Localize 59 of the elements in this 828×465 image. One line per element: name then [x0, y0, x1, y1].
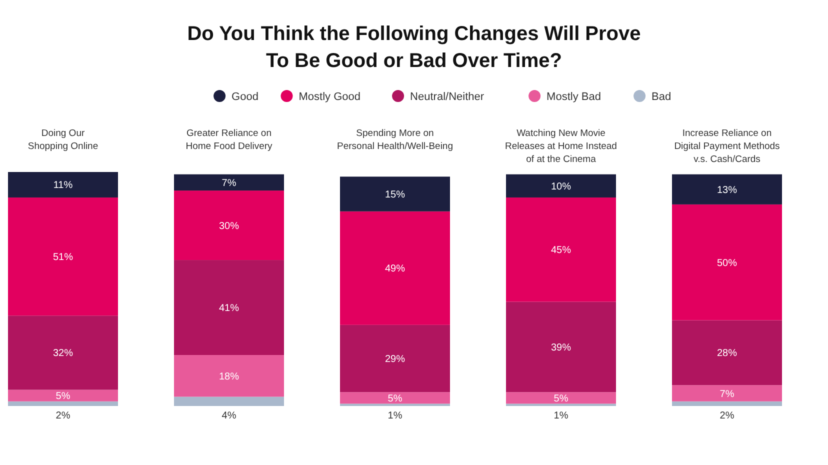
x-tick-label: Watching New Movie Releases at Home Instead of at the Cinema	[505, 128, 617, 165]
legend-label: Mostly Bad	[546, 91, 601, 103]
bar	[174, 396, 284, 406]
x-tick-label: Increase Reliance on Digital Payment Methods v.s. Cash/Cards	[674, 128, 780, 165]
bar	[340, 176, 450, 212]
bar	[8, 390, 118, 402]
bar	[672, 401, 782, 406]
data-label: 39%	[550, 342, 572, 354]
data-label: 18%	[218, 371, 240, 382]
data-label: 13%	[716, 184, 738, 196]
data-label: 41%	[218, 303, 240, 314]
bar	[672, 204, 782, 320]
legend-label: Neutral/Neither	[410, 91, 484, 103]
x-tick-label: Doing Our Shopping Online	[28, 128, 98, 152]
legend-label: Bad	[652, 91, 672, 103]
data-label: 51%	[52, 252, 74, 264]
bar	[174, 174, 284, 191]
data-label: 29%	[384, 354, 406, 366]
bar	[672, 320, 782, 386]
bar	[8, 316, 118, 390]
data-label: 28%	[716, 348, 738, 360]
data-label: 32%	[52, 348, 74, 360]
data-label: 50%	[716, 258, 738, 269]
bar	[340, 324, 450, 392]
bar	[506, 392, 616, 404]
bar	[174, 260, 284, 356]
bar	[8, 197, 118, 316]
data-label: 15%	[384, 190, 406, 201]
data-label: 5%	[388, 393, 402, 404]
data-label: 10%	[550, 181, 572, 192]
bar	[8, 172, 118, 198]
bar	[8, 401, 118, 406]
data-label: 1%	[388, 410, 402, 422]
bar	[672, 174, 782, 204]
legend-label: Good	[232, 91, 258, 103]
x-tick-label: Spending More on Personal Health/Well-Being	[337, 128, 453, 152]
data-label: 4%	[222, 410, 236, 422]
bar	[174, 190, 284, 260]
data-label: 1%	[554, 410, 568, 422]
data-label: 2%	[56, 410, 70, 422]
data-label: 30%	[218, 220, 240, 232]
data-label: 2%	[720, 410, 734, 422]
data-label: 7%	[222, 178, 236, 189]
data-label: 11%	[53, 180, 73, 192]
data-label: 5%	[554, 393, 568, 404]
data-label: 45%	[550, 245, 572, 256]
data-label: 7%	[720, 388, 734, 400]
bar	[174, 355, 284, 397]
x-tick-label: Greater Reliance on Home Food Delivery	[186, 128, 273, 152]
chart-title: Do You Think the Following Changes Will Prove To Be Good or Bad Over Time?	[187, 23, 641, 72]
bar	[672, 385, 782, 402]
legend-label: Mostly Good	[298, 91, 360, 103]
bar	[506, 302, 616, 392]
data-label: 49%	[384, 264, 406, 275]
bar	[506, 197, 616, 302]
data-label: 5%	[56, 391, 70, 402]
bar	[340, 211, 450, 325]
bar	[506, 174, 616, 198]
bar	[340, 392, 450, 404]
